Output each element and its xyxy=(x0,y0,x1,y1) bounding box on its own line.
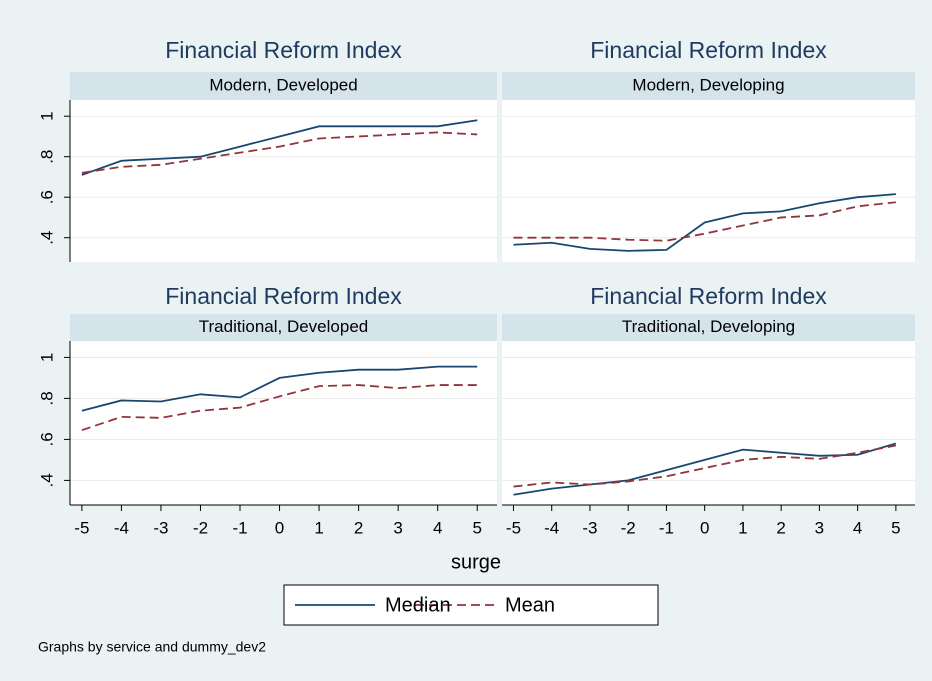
x-tick-label: -1 xyxy=(659,518,674,537)
x-tick-label: -5 xyxy=(74,518,89,537)
x-axis-label: surge xyxy=(451,551,501,573)
x-tick-label: -4 xyxy=(114,518,129,537)
panel-title: Financial Reform Index xyxy=(590,37,827,63)
panel-title: Financial Reform Index xyxy=(165,283,402,309)
subtitle-strip xyxy=(502,72,915,100)
line-series xyxy=(513,201,896,242)
x-tick-label: 1 xyxy=(738,518,747,537)
legend-label: Median xyxy=(385,594,451,616)
line-series xyxy=(81,384,478,432)
line-series xyxy=(513,442,897,496)
note: Graphs by service and dummy_dev2 xyxy=(38,639,266,655)
y-tick-label: .8 xyxy=(37,150,56,164)
plot-area xyxy=(502,100,915,262)
x-tick-label: -3 xyxy=(582,518,597,537)
x-tick-label: -3 xyxy=(153,518,168,537)
x-tick-label: 4 xyxy=(853,518,862,537)
panel-title: Financial Reform Index xyxy=(165,37,402,63)
line-series xyxy=(513,444,897,488)
y-tick-label: .4 xyxy=(37,473,56,487)
x-tick-label: 0 xyxy=(700,518,709,537)
x-tick-label: 4 xyxy=(433,518,442,537)
x-tick-label: 3 xyxy=(815,518,824,537)
line-series xyxy=(81,119,478,176)
panel-subtitle: Modern, Developing xyxy=(632,75,784,94)
x-tick-label: -4 xyxy=(544,518,559,537)
x-tick-label: 2 xyxy=(776,518,785,537)
x-tick-label: 5 xyxy=(472,518,481,537)
x-tick-label: 2 xyxy=(354,518,363,537)
subtitle-strip xyxy=(70,314,497,341)
legend-label: Mean xyxy=(505,594,555,616)
panel-subtitle: Traditional, Developed xyxy=(199,317,368,336)
x-tick-label: 5 xyxy=(891,518,900,537)
y-tick-label: .8 xyxy=(37,391,56,405)
panel-subtitle: Modern, Developed xyxy=(209,75,357,94)
plot-area xyxy=(502,341,915,505)
subtitle-strip xyxy=(70,72,497,100)
line-series xyxy=(81,365,478,412)
x-tick-label: -1 xyxy=(232,518,247,537)
panel-subtitle: Traditional, Developing xyxy=(622,317,795,336)
y-tick-label: .6 xyxy=(37,432,56,446)
y-tick-label: .4 xyxy=(37,231,56,245)
x-tick-label: -5 xyxy=(506,518,521,537)
panel-title: Financial Reform Index xyxy=(590,283,827,309)
x-tick-label: -2 xyxy=(193,518,208,537)
line-series xyxy=(513,193,896,252)
x-tick-label: 3 xyxy=(393,518,402,537)
y-tick-label: .6 xyxy=(37,190,56,204)
y-tick-label: 1 xyxy=(37,353,56,362)
y-tick-label: 1 xyxy=(37,111,56,120)
subtitle-strip xyxy=(502,314,915,341)
x-tick-label: -2 xyxy=(621,518,636,537)
x-tick-label: 0 xyxy=(275,518,284,537)
line-series xyxy=(81,131,478,174)
x-tick-label: 1 xyxy=(314,518,323,537)
